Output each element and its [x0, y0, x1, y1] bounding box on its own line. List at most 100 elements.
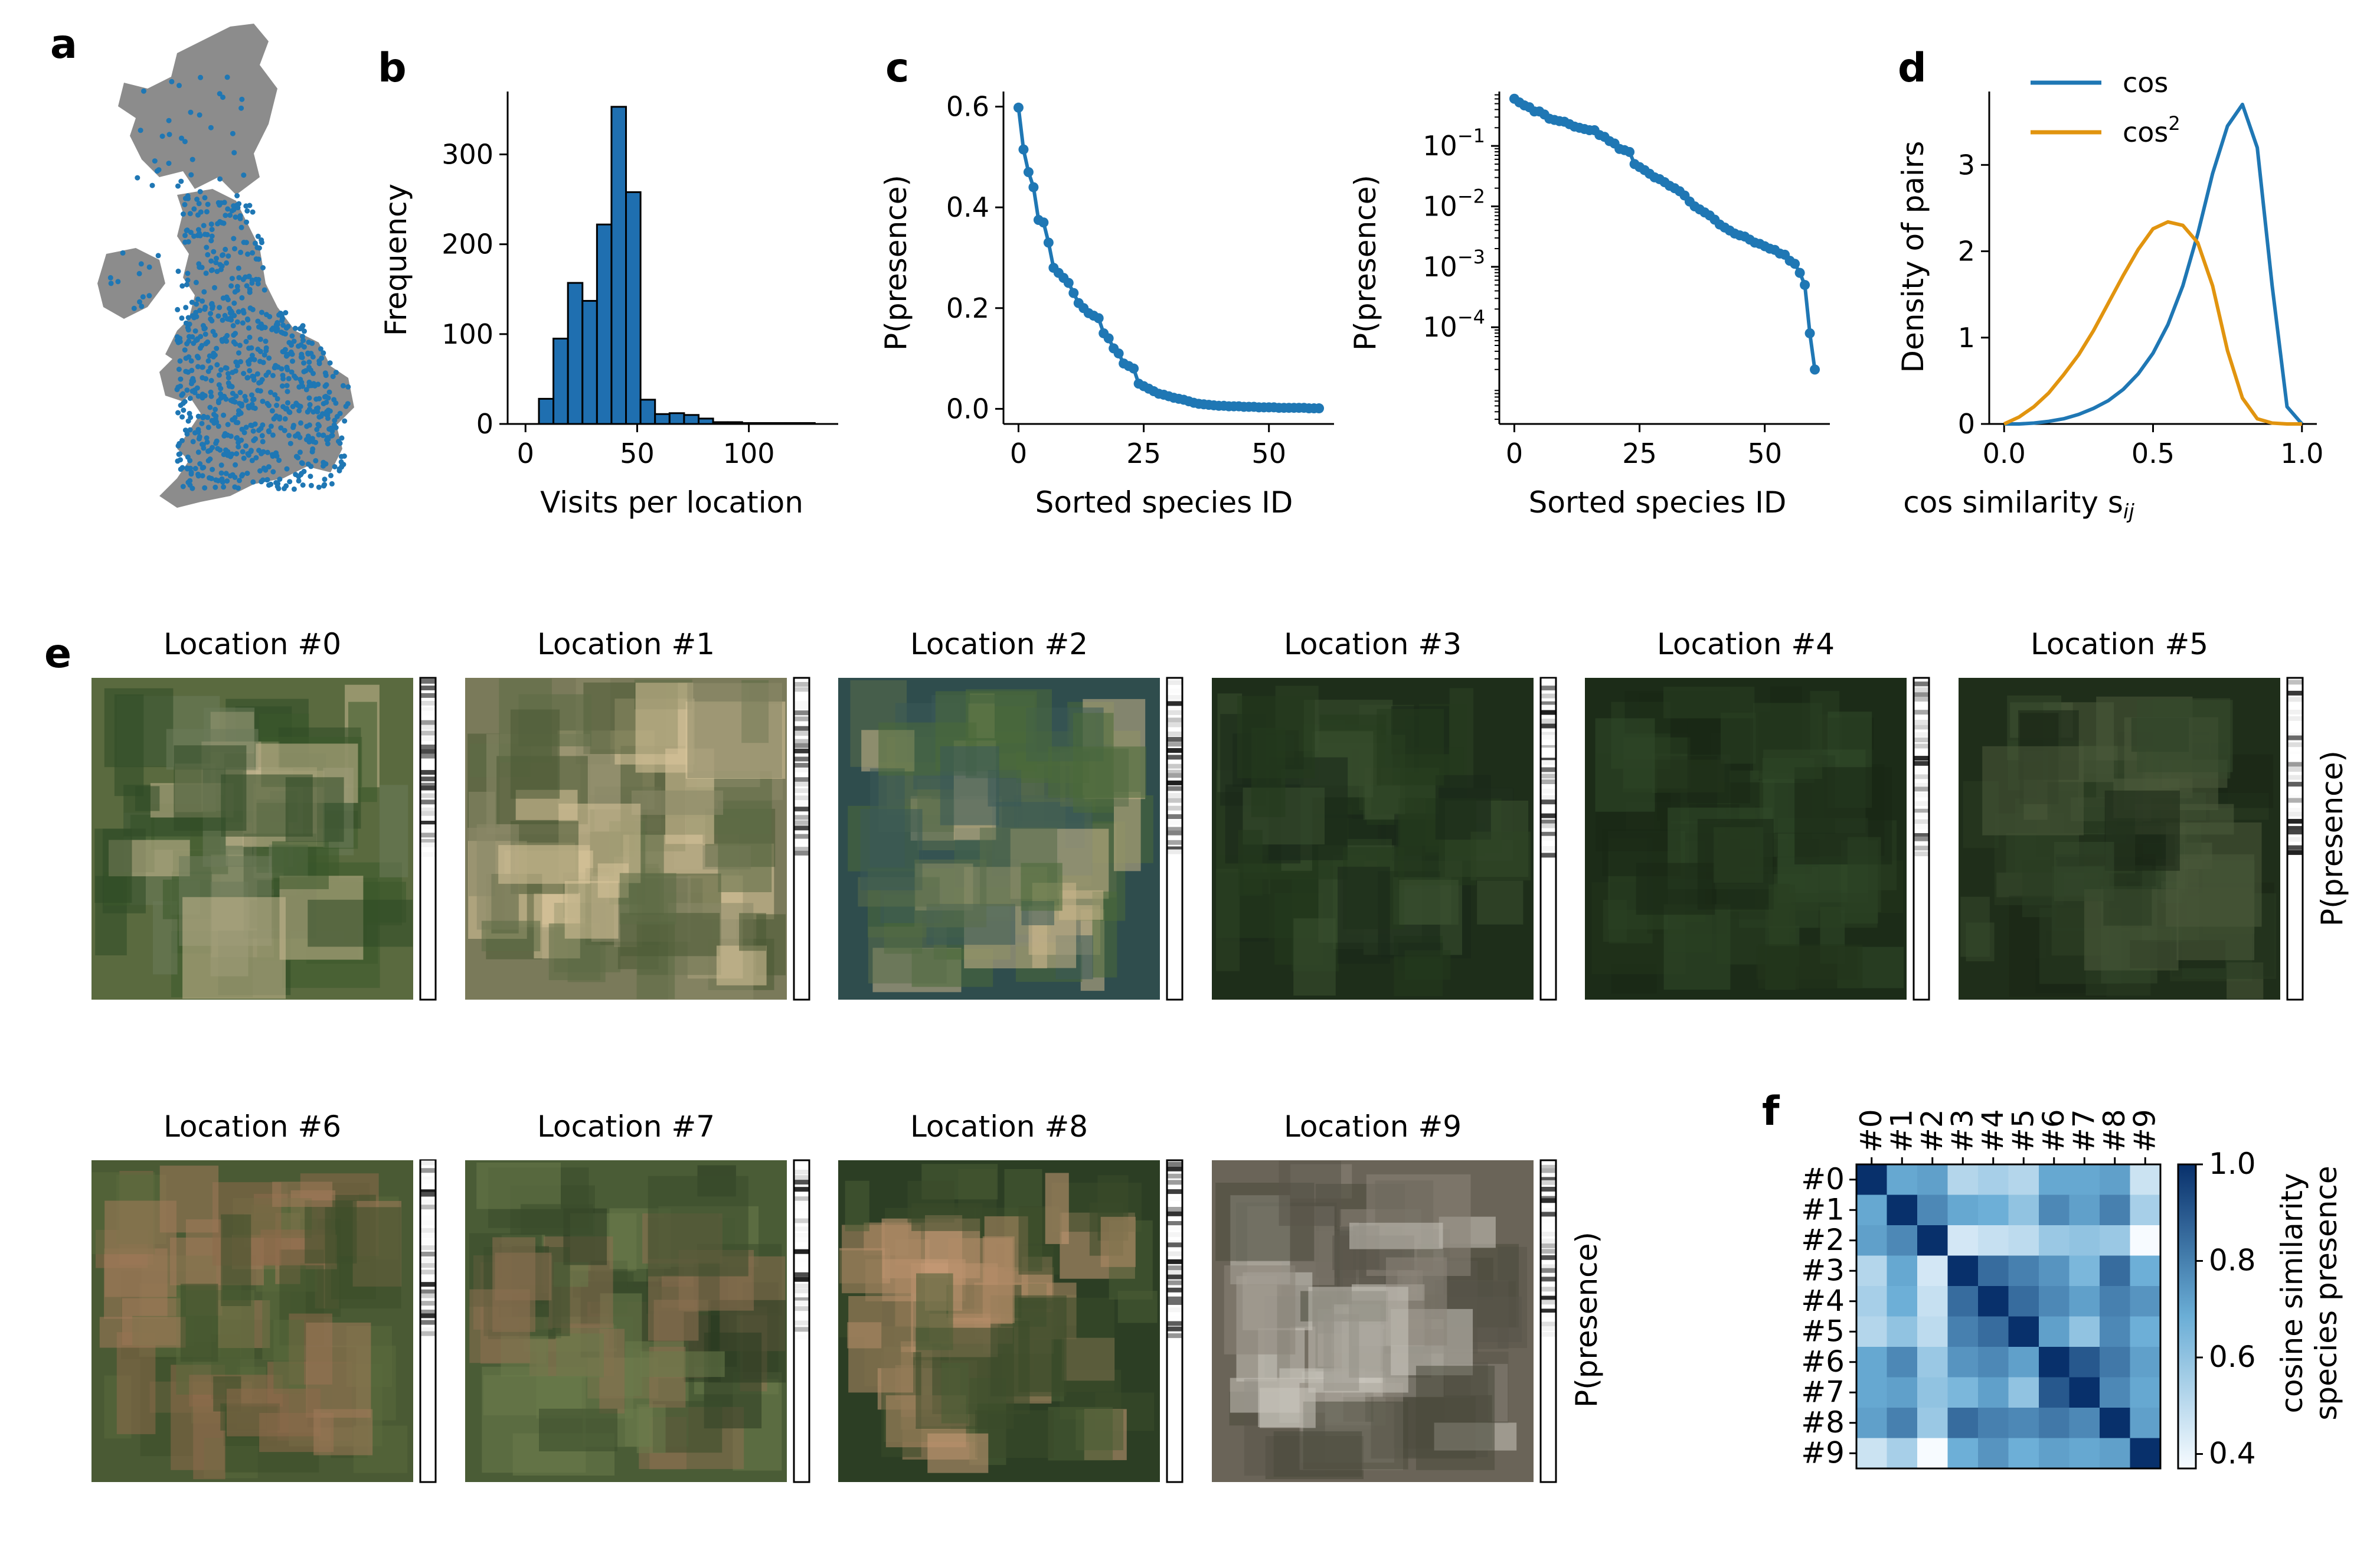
map-point: [225, 371, 231, 377]
tile-field-patch: [221, 1214, 251, 1306]
location-title: Location #9: [1284, 1109, 1462, 1144]
y-tick-label: 300: [442, 139, 493, 171]
tile-field-patch: [1338, 866, 1390, 964]
map-point: [286, 376, 292, 381]
map-point: [214, 345, 220, 351]
tile-field-patch: [135, 786, 160, 811]
presence-strip-band: [1541, 788, 1555, 794]
y-tick-label: 3: [1958, 149, 1975, 181]
map-point: [325, 415, 331, 421]
presence-strip-band: [2288, 762, 2302, 767]
presence-strip-band: [421, 693, 435, 698]
presence-strip-band: [1914, 812, 1928, 818]
presence-strip-band: [2288, 789, 2302, 794]
map-point: [200, 364, 205, 370]
map-point: [328, 472, 334, 478]
presence-strip: [1912, 677, 1930, 1001]
map-point: [205, 368, 211, 374]
map-point: [246, 452, 251, 458]
map-point: [250, 250, 256, 256]
map-point: [232, 289, 238, 295]
presence-strip-band: [1168, 827, 1182, 832]
panel-label-c: c: [885, 45, 909, 92]
heatmap-col-label: #4: [1976, 1109, 2010, 1153]
x-tick-label: 25: [1622, 438, 1657, 469]
map-point: [238, 105, 244, 111]
data-point: [1810, 364, 1820, 375]
map-point: [228, 283, 234, 289]
presence-strip-band: [1168, 717, 1182, 723]
tile-field-patch: [1982, 746, 2084, 835]
presence-strip-band: [421, 1258, 435, 1263]
map-point: [246, 359, 251, 364]
map-point: [216, 398, 221, 404]
map-point: [211, 350, 217, 356]
map-point: [182, 202, 188, 207]
map-point: [255, 281, 261, 287]
map-point: [184, 341, 190, 347]
map-point: [243, 339, 249, 344]
map-point: [194, 301, 200, 307]
presence-strip-band: [1541, 805, 1555, 810]
heatmap-row-label: #4: [1801, 1284, 1845, 1318]
map-point: [207, 404, 213, 410]
map-point: [259, 240, 264, 246]
tile-field-patch: [982, 1236, 1015, 1323]
heatmap-row-label: #7: [1801, 1375, 1845, 1409]
map-point: [300, 334, 305, 340]
data-point: [1018, 144, 1029, 155]
presence-strip-frame: [1166, 677, 1184, 1001]
tile-field-patch: [1766, 946, 1800, 990]
heatmap-cell: [2100, 1347, 2130, 1378]
map-point: [306, 383, 312, 389]
y-tick-base: 10: [1423, 130, 1457, 162]
heatmap-cell: [2130, 1408, 2161, 1438]
heatmap-cell: [2039, 1316, 2070, 1347]
presence-strip-band: [2288, 825, 2302, 831]
map-point: [302, 328, 307, 334]
map-point: [207, 475, 212, 481]
map-point: [291, 486, 297, 492]
map-point: [204, 209, 210, 215]
heatmap-col-label: #7: [2067, 1109, 2101, 1153]
presence-strip-band: [795, 1277, 809, 1282]
map-point: [181, 211, 186, 217]
map-point: [234, 193, 240, 198]
presence-strip-band: [1168, 1326, 1182, 1331]
presence-strip-band: [421, 833, 435, 838]
map-point: [321, 432, 326, 438]
heatmap-cell: [1978, 1194, 2009, 1226]
map-point: [215, 423, 221, 429]
tile-field-patch: [1018, 1297, 1114, 1392]
map-point: [289, 369, 295, 375]
map-point: [240, 449, 246, 455]
map-point: [224, 260, 230, 266]
map-point: [235, 420, 241, 426]
map-point: [194, 197, 200, 202]
presence-strip-band: [421, 785, 435, 791]
map-point: [255, 387, 261, 393]
map-point: [332, 464, 338, 469]
presence-strip-band: [1168, 680, 1182, 686]
map-point: [209, 318, 215, 324]
presence-strip-band: [1541, 1308, 1555, 1314]
map-point: [224, 478, 230, 484]
presence-strip-band: [421, 686, 435, 691]
map-point: [227, 213, 233, 218]
map-point: [316, 423, 322, 429]
map-point: [155, 253, 161, 259]
map-point: [296, 478, 302, 484]
map-point: [187, 211, 193, 217]
map-point: [256, 427, 261, 433]
heatmap-col-label: #5: [2006, 1109, 2040, 1153]
location-title: Location #7: [537, 1109, 715, 1144]
histogram-bar: [799, 422, 816, 425]
presence-strip-band: [795, 1300, 809, 1306]
presence-strip-band: [421, 1215, 435, 1220]
presence-strip-band: [2288, 732, 2302, 737]
map-point: [191, 233, 197, 239]
tile-field-patch: [116, 1332, 156, 1434]
y-tick-label: 2: [1958, 236, 1975, 267]
y-tick-label: 1: [1958, 322, 1975, 354]
map-point: [189, 367, 195, 373]
